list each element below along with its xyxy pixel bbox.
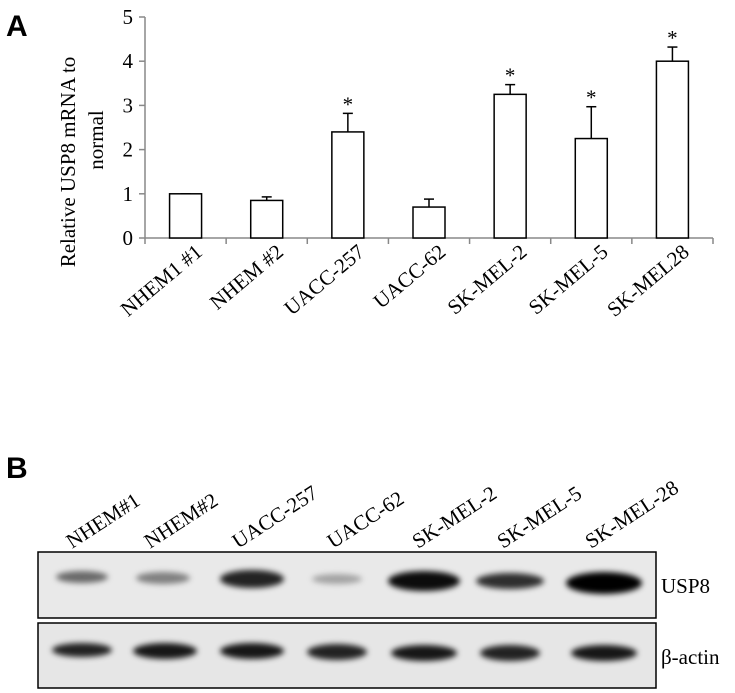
- bar: [655, 60, 690, 239]
- lane-label: NHEM#1: [62, 488, 145, 553]
- blot-row-label: USP8: [661, 574, 710, 598]
- y-tick-label: 0: [123, 226, 134, 250]
- lane-label: UACC-62: [323, 486, 408, 553]
- y-tick-label: 4: [123, 49, 134, 73]
- lane-label: SK-MEL-28: [581, 475, 683, 553]
- panel-label: A: [6, 10, 28, 43]
- x-tick-label: UACC-257: [279, 239, 369, 320]
- panel-label: B: [6, 452, 28, 485]
- y-tick-label: 2: [123, 138, 134, 162]
- x-tick-label: SK-MEL-2: [443, 239, 532, 319]
- x-tick-label: NHEM1 #1: [116, 239, 207, 321]
- blot-actin: [37, 622, 657, 689]
- lane-label: SK-MEL-5: [493, 481, 586, 553]
- lane-label: NHEM#2: [140, 488, 223, 553]
- x-tick-label: SK-MEL-5: [524, 239, 613, 319]
- lane-label: SK-MEL-2: [408, 481, 501, 553]
- y-axis-label: Relative USP8 mRNA to: [56, 57, 80, 268]
- significance-mark: *: [343, 92, 354, 116]
- blot-row-label: β-actin: [661, 645, 720, 669]
- x-tick-label: NHEM #2: [205, 239, 288, 314]
- significance-mark: *: [667, 26, 678, 50]
- y-tick-label: 1: [123, 182, 134, 206]
- x-tick-label: UACC-62: [369, 239, 451, 313]
- blot-usp8: [37, 551, 657, 619]
- y-tick-label: 5: [123, 5, 134, 29]
- significance-mark: *: [586, 86, 597, 110]
- bar: [412, 206, 446, 239]
- x-tick-label: SK-MEL28: [602, 239, 693, 321]
- significance-mark: *: [505, 64, 516, 88]
- bar: [574, 137, 609, 239]
- bar: [249, 199, 284, 239]
- y-axis-label: normal: [84, 110, 108, 170]
- y-tick-label: 3: [123, 93, 134, 117]
- lane-label: UACC-257: [228, 480, 322, 553]
- bar: [493, 93, 527, 239]
- bar: [168, 193, 203, 239]
- bar: [331, 131, 365, 239]
